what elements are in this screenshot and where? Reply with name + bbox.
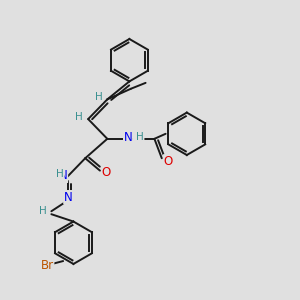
Text: N: N (59, 169, 68, 182)
Text: H: H (76, 112, 83, 122)
Text: N: N (124, 131, 132, 144)
Text: H: H (39, 206, 47, 216)
Text: N: N (64, 190, 73, 204)
Text: Br: Br (41, 259, 54, 272)
Text: H: H (94, 92, 102, 102)
Text: H: H (136, 132, 144, 142)
Text: O: O (102, 166, 111, 178)
Text: H: H (56, 169, 64, 178)
Text: O: O (164, 155, 173, 168)
